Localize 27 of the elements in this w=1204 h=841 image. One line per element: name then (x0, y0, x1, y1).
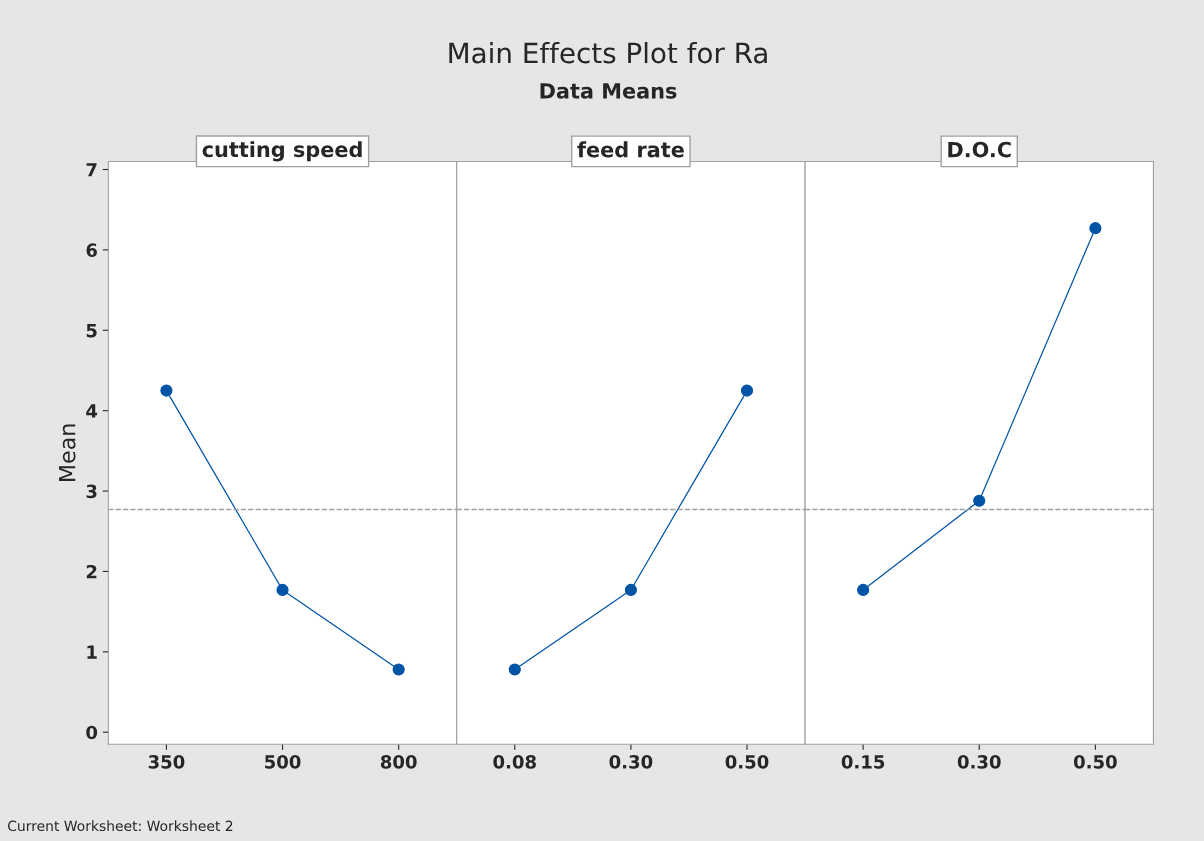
x-tick-label: 0.50 (725, 755, 769, 769)
x-tick-label: 800 (380, 755, 417, 769)
chart-title: feed rate (577, 141, 684, 158)
y-tick-label: 3 (86, 484, 97, 499)
text: Data Means (540, 83, 677, 99)
y-axis-title: Mean (59, 424, 76, 481)
text: Current Worksheet: Worksheet 2 (8, 820, 233, 832)
y-tick-label: 0 (86, 725, 98, 740)
y-tick-label: 2 (86, 564, 97, 579)
point (160, 384, 173, 397)
text: Main Effects Plot for Ra (449, 41, 767, 64)
x-tick-label: 0.08 (493, 755, 536, 769)
x-tick-label: 0.30 (957, 755, 1001, 769)
x-tick-label: 500 (265, 755, 301, 769)
x-tick-label: 0.50 (1073, 755, 1117, 769)
point (392, 663, 405, 676)
y-tick-label: 1 (87, 645, 97, 659)
chart-title: cutting speed (202, 141, 362, 162)
point (276, 583, 289, 597)
y-tick-label: 7 (86, 163, 97, 177)
x-tick-label: 0.30 (609, 755, 653, 769)
x-tick-label: 0.15 (841, 755, 885, 769)
x-tick-label: 350 (148, 755, 185, 769)
y-tick-label: 5 (86, 323, 97, 338)
chart-title: D.O.C (948, 141, 1011, 158)
y-tick-label: 4 (86, 404, 98, 418)
y-tick-label: 6 (86, 243, 97, 258)
